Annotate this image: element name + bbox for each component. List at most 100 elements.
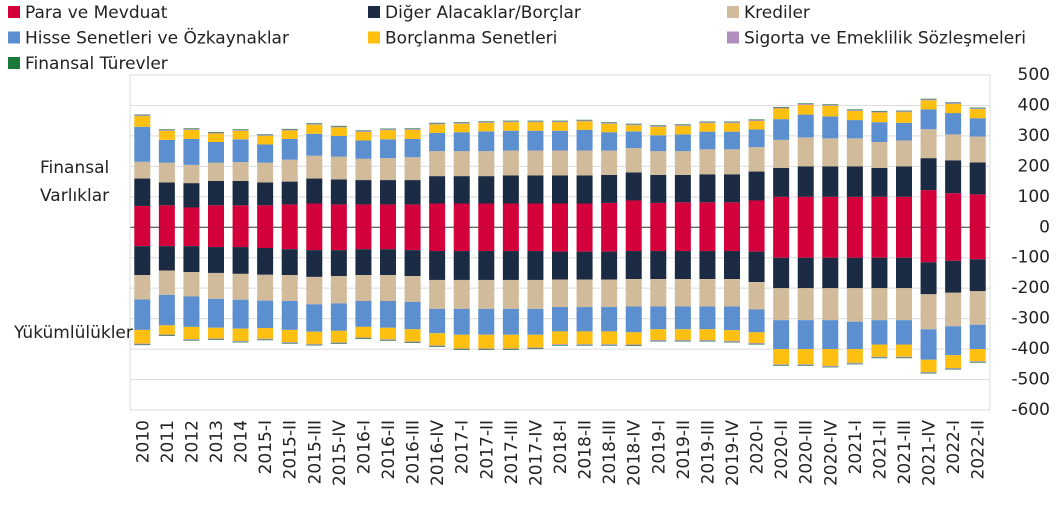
- bar-segment: [232, 341, 249, 343]
- bar-segment: [281, 129, 298, 131]
- bar-segment: [527, 251, 544, 280]
- bar-segment: [699, 329, 716, 340]
- bar-segment: [330, 127, 347, 136]
- bar-segment: [502, 334, 519, 349]
- bar-segment: [429, 203, 446, 228]
- y-tick-label: -300: [1011, 309, 1050, 329]
- bar-segment: [306, 123, 323, 124]
- bar-segment: [920, 129, 937, 159]
- bar-segment: [945, 292, 962, 327]
- bar-segment: [674, 340, 691, 342]
- bar-segment: [846, 288, 863, 322]
- bar-segment: [404, 342, 421, 343]
- bar-segment: [306, 227, 323, 251]
- bar-segment: [306, 344, 323, 346]
- bar-segment: [183, 272, 200, 297]
- bar-segment: [896, 110, 912, 112]
- bar-segment: [502, 279, 519, 309]
- bar-segment: [478, 279, 495, 309]
- bar-segment: [724, 149, 740, 175]
- bar-segment: [158, 182, 175, 206]
- bar-segment: [896, 166, 912, 197]
- bar-segment: [232, 130, 249, 140]
- bar-segment: [552, 121, 568, 123]
- bar-segment: [306, 331, 323, 344]
- bar-segment: [969, 107, 986, 109]
- bar-segment: [257, 274, 274, 301]
- bar-segment: [232, 299, 249, 329]
- bar-segment: [822, 104, 839, 106]
- bar-segment: [650, 306, 667, 330]
- legend-swatch: [727, 31, 739, 44]
- legend-swatch: [8, 6, 20, 18]
- x-tick-label: 2016-I: [354, 420, 374, 474]
- bar-segment: [724, 131, 740, 150]
- bar-segment: [846, 257, 863, 289]
- bar-segment: [232, 205, 249, 228]
- bar-segment: [699, 306, 716, 330]
- bar-segment: [158, 129, 175, 130]
- bar-segment: [281, 128, 298, 130]
- bar-segment: [650, 339, 667, 341]
- bar-segment: [576, 203, 593, 228]
- bar-segment: [183, 339, 200, 341]
- x-tick-label: 2018-III: [600, 420, 620, 484]
- bar-segment: [797, 227, 814, 258]
- bar-segment: [846, 110, 863, 121]
- bar-segment: [552, 120, 568, 122]
- bar-segment: [478, 121, 495, 123]
- bar-segment: [674, 151, 691, 175]
- bar-segment: [945, 355, 962, 368]
- bar-segment: [748, 119, 765, 121]
- bar-segment: [208, 142, 224, 163]
- bar-segment: [158, 335, 175, 336]
- x-tick-label: 2015-III: [305, 420, 325, 484]
- bar-segment: [699, 123, 716, 132]
- bar-segment: [822, 320, 839, 350]
- bar-segment: [453, 227, 470, 252]
- bar-segment: [920, 109, 937, 130]
- bar-segment: [306, 155, 323, 179]
- x-tick-label: 2013: [207, 420, 227, 463]
- bar-segment: [552, 279, 568, 308]
- legend-swatch: [368, 6, 380, 18]
- bar-segment: [871, 257, 888, 289]
- bar-segment: [576, 279, 593, 308]
- x-tick-label: 2022-I: [944, 420, 964, 474]
- bar-segment: [404, 276, 421, 302]
- bar-segment: [699, 131, 716, 150]
- bar-segment: [945, 326, 962, 356]
- bar-segment: [576, 129, 593, 151]
- bar-segment: [601, 227, 618, 252]
- bar-segment: [478, 348, 495, 350]
- bar-segment: [969, 162, 986, 195]
- bar-segment: [896, 227, 912, 258]
- bar-segment: [601, 123, 618, 133]
- bar-segment: [625, 227, 642, 252]
- bar-segment: [527, 150, 544, 176]
- bar-segment: [257, 205, 274, 228]
- bar-segment: [699, 174, 716, 203]
- bar-segment: [502, 308, 519, 335]
- bar-segment: [478, 334, 495, 349]
- bar-segment: [871, 112, 888, 123]
- bar-segment: [748, 171, 765, 201]
- bar-segment: [674, 306, 691, 330]
- bar-segment: [429, 176, 446, 204]
- bar-segment: [281, 343, 298, 344]
- bar-segment: [453, 349, 470, 351]
- bar-segment: [355, 180, 372, 205]
- bar-segment: [650, 251, 667, 280]
- bar-segment: [330, 204, 347, 228]
- bar-segment: [158, 205, 175, 228]
- y-tick-label: 500: [1018, 65, 1050, 85]
- bar-segment: [134, 299, 151, 330]
- bar-segment: [846, 109, 863, 111]
- bar-segment: [478, 227, 495, 252]
- bar-segment: [625, 131, 642, 149]
- annotation: Finansal: [40, 158, 109, 178]
- legend-label: Diğer Alacaklar/Borçlar: [385, 3, 581, 23]
- bar-segment: [380, 128, 396, 130]
- y-tick-label: -200: [1011, 278, 1050, 298]
